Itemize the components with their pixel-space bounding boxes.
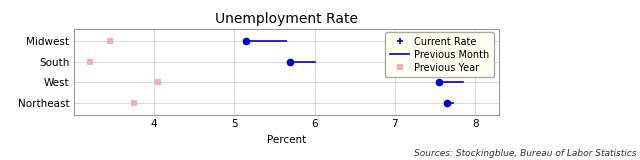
X-axis label: Percent: Percent [267, 135, 306, 145]
Text: Sources: Stockingblue, Bureau of Labor Statistics: Sources: Stockingblue, Bureau of Labor S… [414, 149, 637, 158]
Title: Unemployment Rate: Unemployment Rate [215, 12, 358, 26]
Legend: Current Rate, Previous Month, Previous Year: Current Rate, Previous Month, Previous Y… [385, 32, 494, 77]
